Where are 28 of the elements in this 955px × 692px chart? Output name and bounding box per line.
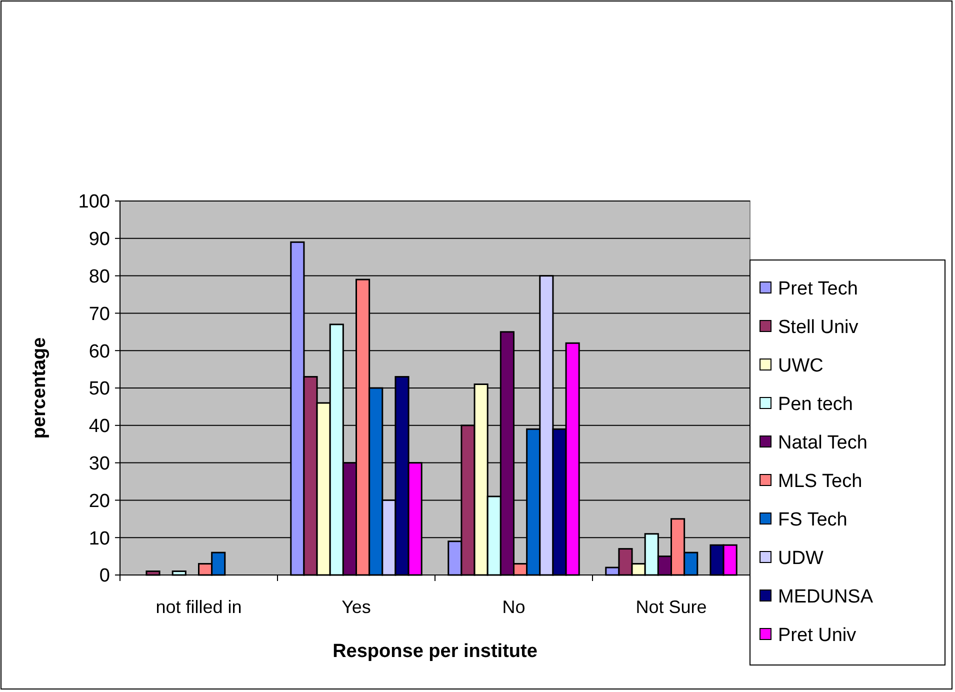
legend-label: Pen tech: [778, 394, 853, 416]
legend-label: Natal Tech: [778, 432, 868, 454]
legend-label: Pret Tech: [778, 278, 858, 300]
legend-label: UWC: [778, 356, 824, 377]
x-tick-label: No: [502, 597, 526, 617]
y-tick-label: 70: [88, 304, 110, 325]
legend-label: UDW: [778, 548, 824, 570]
y-tick-label: 60: [88, 341, 110, 362]
y-tick-label: 80: [88, 266, 110, 288]
y-tick-label: 40: [88, 416, 110, 438]
x-tick-label: Not Sure: [636, 597, 707, 617]
x-tick-label: not filled in: [156, 597, 242, 617]
y-tick-label: 50: [88, 378, 110, 400]
y-tick-label: 100: [78, 192, 110, 213]
legend-label: MEDUNSA: [778, 586, 874, 608]
legend-label: FS Tech: [778, 510, 848, 531]
x-tick-label: Yes: [342, 597, 371, 617]
y-tick-label: 10: [88, 528, 110, 550]
y-tick-label: 90: [88, 229, 110, 250]
legend-label: Stell Univ: [778, 317, 859, 338]
legend-label: MLS Tech: [778, 471, 862, 492]
x-axis-title: Response per institute: [332, 641, 538, 662]
y-tick-label: 30: [88, 453, 110, 474]
y-tick-label: 20: [88, 490, 110, 512]
bar: [146, 570, 160, 576]
y-tick-label: 0: [99, 566, 110, 587]
y-axis-title: percentage: [29, 337, 50, 439]
legend-label: Pret Univ: [778, 625, 857, 646]
